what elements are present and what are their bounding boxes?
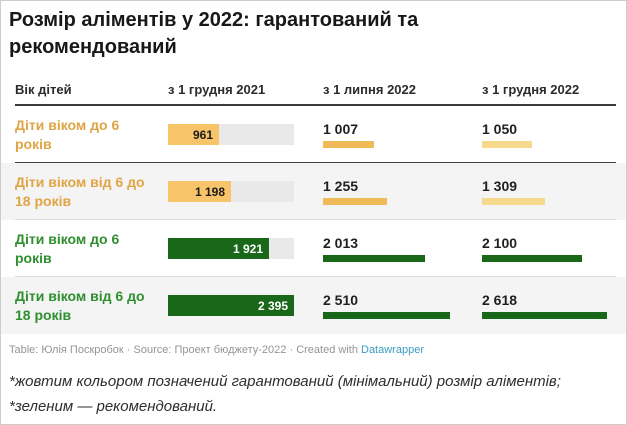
column-header-age: Вік дітей (15, 82, 72, 98)
bar-cell-dec2021: 1 198 (168, 181, 323, 203)
value-bar (482, 255, 582, 263)
value-bar (323, 198, 387, 206)
column-header-dec2022: з 1 грудня 2022 (482, 82, 580, 98)
bar-cell-jul2022: 2 013 (323, 235, 482, 263)
value-label: 1 255 (323, 178, 359, 195)
table-row: Діти віком від 6 до 18 років 2 395 2 510 2 … (1, 277, 626, 335)
value-label: 2 618 (482, 292, 518, 309)
row-label: Діти віком до 6 років (15, 116, 120, 152)
table-body: Діти віком до 6 років 961 1 007 1 050 Діти в… (1, 106, 626, 335)
bar-cell-dec2022: 1 050 (482, 121, 616, 149)
bar-cell-dec2022: 2 100 (482, 235, 616, 263)
footnote-line-yellow: *жовтим кольором позначений гарантований… (9, 373, 561, 391)
column-header-dec2021: з 1 грудня 2021 (168, 82, 266, 98)
bar-cell-jul2022: 1 255 (323, 178, 482, 206)
footnote: *жовтим кольором позначений гарантований… (9, 370, 618, 420)
value-label: 1 007 (323, 121, 359, 138)
bar-cell-dec2022: 1 309 (482, 178, 616, 206)
value-bar (482, 198, 545, 206)
bar-fill: 1 198 (168, 181, 231, 203)
value-label: 2 013 (323, 235, 359, 252)
table-header-row: Вік дітей з 1 грудня 2021 з 1 липня 2022… (1, 68, 626, 107)
bar-fill: 1 921 (168, 238, 269, 260)
table-row: Діти віком до 6 років 961 1 007 1 050 (1, 106, 626, 164)
row-label: Діти віком до 6 років (15, 230, 120, 266)
bar-value-label: 1 198 (194, 184, 225, 199)
attribution: Table: Юлія Поскробок · Source: Проект б… (9, 344, 618, 356)
bar-cell-jul2022: 2 510 (323, 292, 482, 320)
value-bar (482, 141, 532, 149)
attribution-source: Проект бюджету-2022 (174, 344, 287, 357)
chart-title: Розмір аліментів у 2022: гарантований та… (9, 9, 419, 58)
bar-cell-dec2021: 961 (168, 124, 323, 146)
bar-cell-dec2022: 2 618 (482, 292, 616, 320)
table-row: Діти віком від 6 до 18 років 1 198 1 255 1 … (1, 163, 626, 221)
value-label: 2 510 (323, 292, 359, 309)
value-bar (323, 141, 374, 149)
row-label: Діти віком від 6 до 18 років (15, 287, 145, 323)
value-bar (323, 312, 450, 320)
attribution-table-label: Table: (9, 344, 42, 357)
bar-cell-dec2021: 1 921 (168, 238, 323, 260)
attribution-source-label: Source: (133, 344, 175, 357)
bar-track: 2 395 (168, 295, 294, 317)
bar-value-label: 1 921 (232, 241, 263, 256)
bar-track: 1 921 (168, 238, 294, 260)
value-label: 1 050 (482, 121, 518, 138)
value-label: 2 100 (482, 235, 518, 252)
table-row: Діти віком до 6 років 1 921 2 013 2 100 (1, 220, 626, 278)
bar-fill: 2 395 (168, 295, 294, 317)
alimony-table: Вік дітей з 1 грудня 2021 з 1 липня 2022… (1, 68, 626, 335)
bar-track: 961 (168, 124, 294, 146)
bar-value-label: 961 (192, 127, 213, 142)
row-label: Діти віком від 6 до 18 років (15, 173, 145, 209)
bar-value-label: 2 395 (257, 298, 288, 313)
value-bar (482, 312, 607, 320)
bar-fill: 961 (168, 124, 219, 146)
column-header-jul2022: з 1 липня 2022 (323, 82, 416, 98)
value-bar (323, 255, 425, 263)
bar-cell-jul2022: 1 007 (323, 121, 482, 149)
attribution-author: Юлія Поскробок (41, 344, 124, 357)
value-label: 1 309 (482, 178, 518, 195)
attribution-sep: · (286, 344, 297, 357)
bar-cell-dec2021: 2 395 (168, 295, 323, 317)
footnote-line-green: *зеленим — рекомендований. (9, 397, 218, 415)
bar-track: 1 198 (168, 181, 294, 203)
attribution-created-with: Created with (296, 344, 361, 357)
datawrapper-link[interactable]: Datawrapper (361, 344, 424, 357)
attribution-sep: · (123, 344, 134, 357)
